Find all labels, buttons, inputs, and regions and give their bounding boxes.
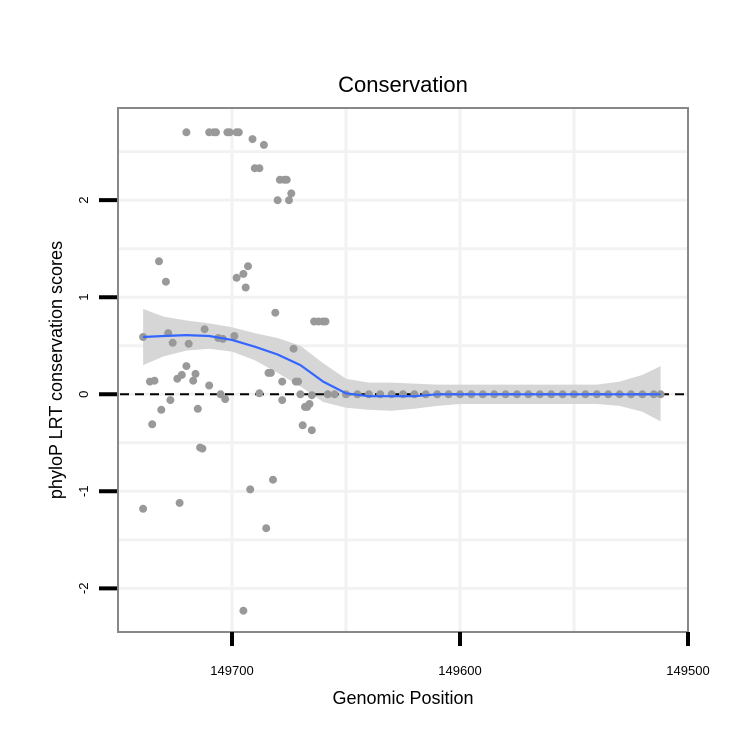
data-point — [161, 277, 170, 286]
data-point — [323, 390, 332, 399]
data-point — [166, 396, 175, 405]
x-tick-label: 149500 — [666, 663, 709, 678]
plot-panel — [118, 108, 688, 632]
data-point — [168, 338, 177, 347]
data-point — [175, 498, 184, 507]
data-point — [241, 283, 250, 292]
data-point — [212, 128, 220, 137]
data-point — [184, 339, 193, 348]
data-point — [246, 485, 255, 494]
data-point — [198, 444, 207, 453]
data-points — [139, 128, 665, 615]
y-tick-label: 0 — [76, 391, 91, 398]
data-point — [298, 421, 307, 430]
data-point — [191, 369, 200, 378]
data-point — [234, 128, 243, 137]
x-tick-label: 149600 — [438, 663, 481, 678]
data-point — [321, 317, 330, 326]
data-point — [244, 262, 252, 271]
data-point — [182, 362, 191, 371]
data-point — [307, 426, 316, 435]
data-point — [278, 377, 287, 386]
y-tick-label: -2 — [76, 583, 91, 595]
data-point — [239, 606, 248, 615]
data-point — [155, 257, 163, 266]
data-point — [157, 405, 166, 414]
plot-frame — [117, 107, 689, 633]
data-point — [278, 396, 287, 405]
y-tick-label: 1 — [76, 294, 91, 301]
data-point — [193, 404, 202, 413]
data-point — [271, 308, 280, 317]
data-point — [205, 381, 214, 390]
data-point — [221, 395, 230, 404]
chart-title: Conservation — [338, 72, 468, 97]
data-point — [150, 376, 159, 385]
data-point — [177, 370, 186, 379]
x-axis-ticks: 149700 149600 149500 — [210, 632, 710, 678]
y-axis-label: phyloP LRT conservation scores — [46, 241, 66, 499]
data-point — [255, 164, 264, 173]
data-point — [230, 332, 239, 340]
y-axis-ticks: -2 -1 0 1 2 — [76, 197, 117, 594]
x-tick-label: 149700 — [210, 663, 253, 678]
data-point — [248, 135, 257, 144]
data-point — [189, 376, 198, 385]
data-point — [305, 400, 314, 408]
data-point — [285, 196, 293, 205]
data-point — [262, 524, 271, 533]
x-axis-label: Genomic Position — [332, 688, 473, 708]
smooth-fit-line — [143, 334, 661, 398]
y-tick-label: 2 — [76, 197, 91, 204]
data-point — [330, 390, 339, 399]
data-point — [287, 189, 296, 198]
data-point — [282, 175, 291, 184]
data-point — [307, 391, 316, 400]
data-point — [232, 273, 241, 282]
data-point — [239, 269, 248, 278]
y-tick-label: -1 — [76, 486, 91, 498]
data-point — [266, 368, 275, 377]
data-point — [182, 128, 191, 137]
data-point — [225, 128, 234, 137]
data-point — [289, 344, 298, 353]
data-point — [259, 140, 268, 149]
smooth-fit-layer — [143, 334, 661, 398]
data-point — [273, 196, 282, 205]
data-point — [294, 377, 303, 386]
data-point — [139, 504, 148, 513]
data-point — [255, 389, 264, 398]
data-point — [200, 325, 209, 334]
data-point — [148, 420, 157, 429]
data-point — [269, 475, 277, 484]
data-point — [296, 390, 305, 399]
